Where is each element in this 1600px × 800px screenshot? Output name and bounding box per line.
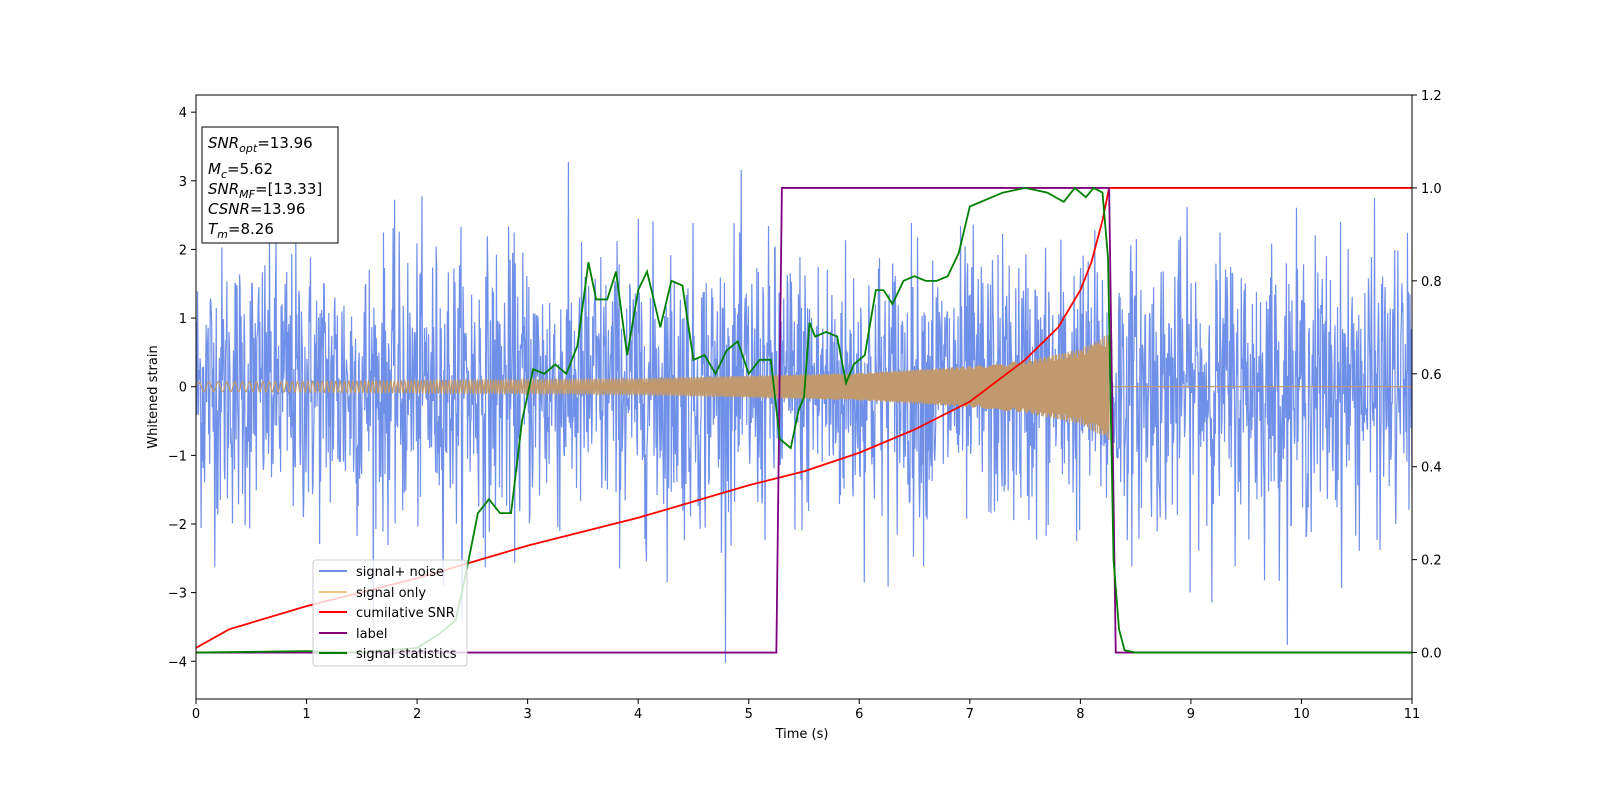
y-tick-label: −1 <box>168 449 187 464</box>
y-tick-label: 3 <box>179 175 187 190</box>
x-tick-label: 6 <box>855 707 863 722</box>
legend-label-signal-noise: signal+ noise <box>356 565 444 580</box>
signal-only-series <box>196 335 1412 441</box>
legend-label-label: label <box>356 627 387 642</box>
x-tick-label: 4 <box>634 707 642 722</box>
legend: signal+ noise signal only cumilative SNR… <box>312 559 468 667</box>
y-axis-right: 0.0 0.2 0.4 0.6 0.8 1.0 1.2 <box>1412 89 1442 662</box>
info-snr-mf: SNRMF=[13.33] <box>208 180 322 201</box>
x-tick-label: 8 <box>1076 707 1084 722</box>
x-tick-label: 0 <box>192 707 200 722</box>
legend-item-signal-statistics: signal statistics <box>319 647 457 662</box>
x-axis-label: Time (s) <box>775 727 829 742</box>
y2-tick-label: 0.6 <box>1421 368 1442 383</box>
legend-item-label: label <box>319 627 387 642</box>
info-box: SNRopt=13.96 Mc=5.62 SNRMF=[13.33] CSNR=… <box>201 126 339 244</box>
legend-label-signal-only: signal only <box>356 586 426 601</box>
legend-item-signal-only: signal only <box>319 586 426 601</box>
info-csnr: CSNR=13.96 <box>208 200 305 218</box>
y2-tick-label: 1.2 <box>1421 89 1442 104</box>
plot-frame <box>195 94 1413 700</box>
x-tick-label: 1 <box>302 707 310 722</box>
y-tick-label: −4 <box>168 655 187 670</box>
y-axis-left: −4 −3 −2 −1 0 1 2 3 4 <box>168 106 196 670</box>
x-tick-label: 9 <box>1187 707 1195 722</box>
signal-only-line <box>196 335 1110 441</box>
info-snr-opt: SNRopt=13.96 <box>208 134 313 155</box>
x-tick-label: 11 <box>1404 707 1421 722</box>
y-tick-label: 0 <box>179 381 187 396</box>
info-tm: Tm=8.26 <box>208 220 274 241</box>
legend-label-cumulative-snr: cumilative SNR <box>356 606 455 621</box>
y2-tick-label: 0.0 <box>1421 647 1442 662</box>
legend-item-signal-noise: signal+ noise <box>319 565 444 580</box>
x-tick-label: 2 <box>413 707 421 722</box>
legend-label-signal-statistics: signal statistics <box>356 647 457 662</box>
x-tick-label: 5 <box>745 707 753 722</box>
y-tick-label: −3 <box>168 587 187 602</box>
x-axis: 0 1 2 3 4 5 6 7 8 9 10 11 <box>192 699 1420 722</box>
y-tick-label: −2 <box>168 518 187 533</box>
y2-tick-label: 0.4 <box>1421 461 1442 476</box>
info-mc: Mc=5.62 <box>208 160 273 181</box>
x-tick-label: 10 <box>1293 707 1310 722</box>
x-tick-label: 3 <box>523 707 531 722</box>
x-tick-label: 7 <box>966 707 974 722</box>
y2-tick-label: 1.0 <box>1421 182 1442 197</box>
y2-tick-label: 0.8 <box>1421 275 1442 290</box>
y-tick-label: 1 <box>179 312 187 327</box>
y-tick-label: 4 <box>179 106 187 121</box>
y2-tick-label: 0.2 <box>1421 554 1442 569</box>
legend-item-cumulative-snr: cumilative SNR <box>319 606 455 621</box>
y-tick-label: 2 <box>179 243 187 258</box>
signal-statistics-line <box>196 186 1412 654</box>
y-axis-label: Whitened strain <box>146 345 161 448</box>
